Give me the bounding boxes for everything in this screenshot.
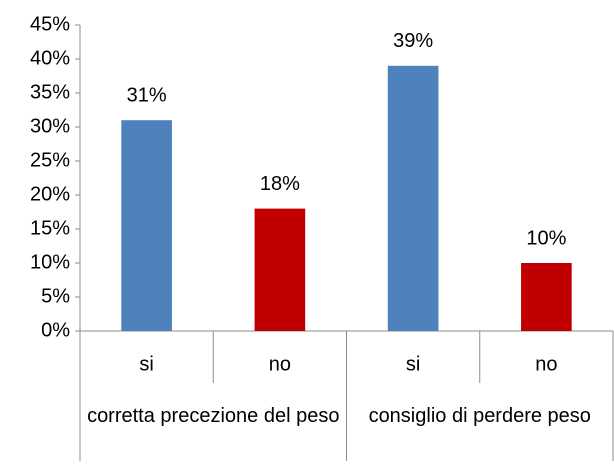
- y-tick-label: 5%: [41, 285, 70, 307]
- value-label: 18%: [260, 173, 300, 195]
- y-tick-label: 35%: [30, 81, 70, 103]
- y-tick-label: 25%: [30, 149, 70, 171]
- x-tick-label: no: [535, 353, 557, 375]
- value-label: 39%: [393, 30, 433, 52]
- y-tick-label: 0%: [41, 319, 70, 341]
- y-tick-label: 45%: [30, 13, 70, 35]
- bar: [121, 120, 172, 331]
- y-tick-label: 10%: [30, 251, 70, 273]
- y-tick-label: 15%: [30, 217, 70, 239]
- x-tick-label: no: [269, 353, 291, 375]
- value-label: 10%: [526, 227, 566, 249]
- y-tick-label: 20%: [30, 183, 70, 205]
- group-label: consiglio di perdere peso: [369, 405, 591, 427]
- bar: [521, 263, 572, 331]
- y-tick-label: 40%: [30, 47, 70, 69]
- value-label: 31%: [127, 84, 167, 106]
- group-label: corretta precezione del peso: [87, 405, 339, 427]
- y-tick-label: 30%: [30, 115, 70, 137]
- x-tick-label: si: [406, 353, 420, 375]
- bar: [254, 208, 306, 331]
- x-tick-label: si: [139, 353, 153, 375]
- bar: [387, 65, 439, 332]
